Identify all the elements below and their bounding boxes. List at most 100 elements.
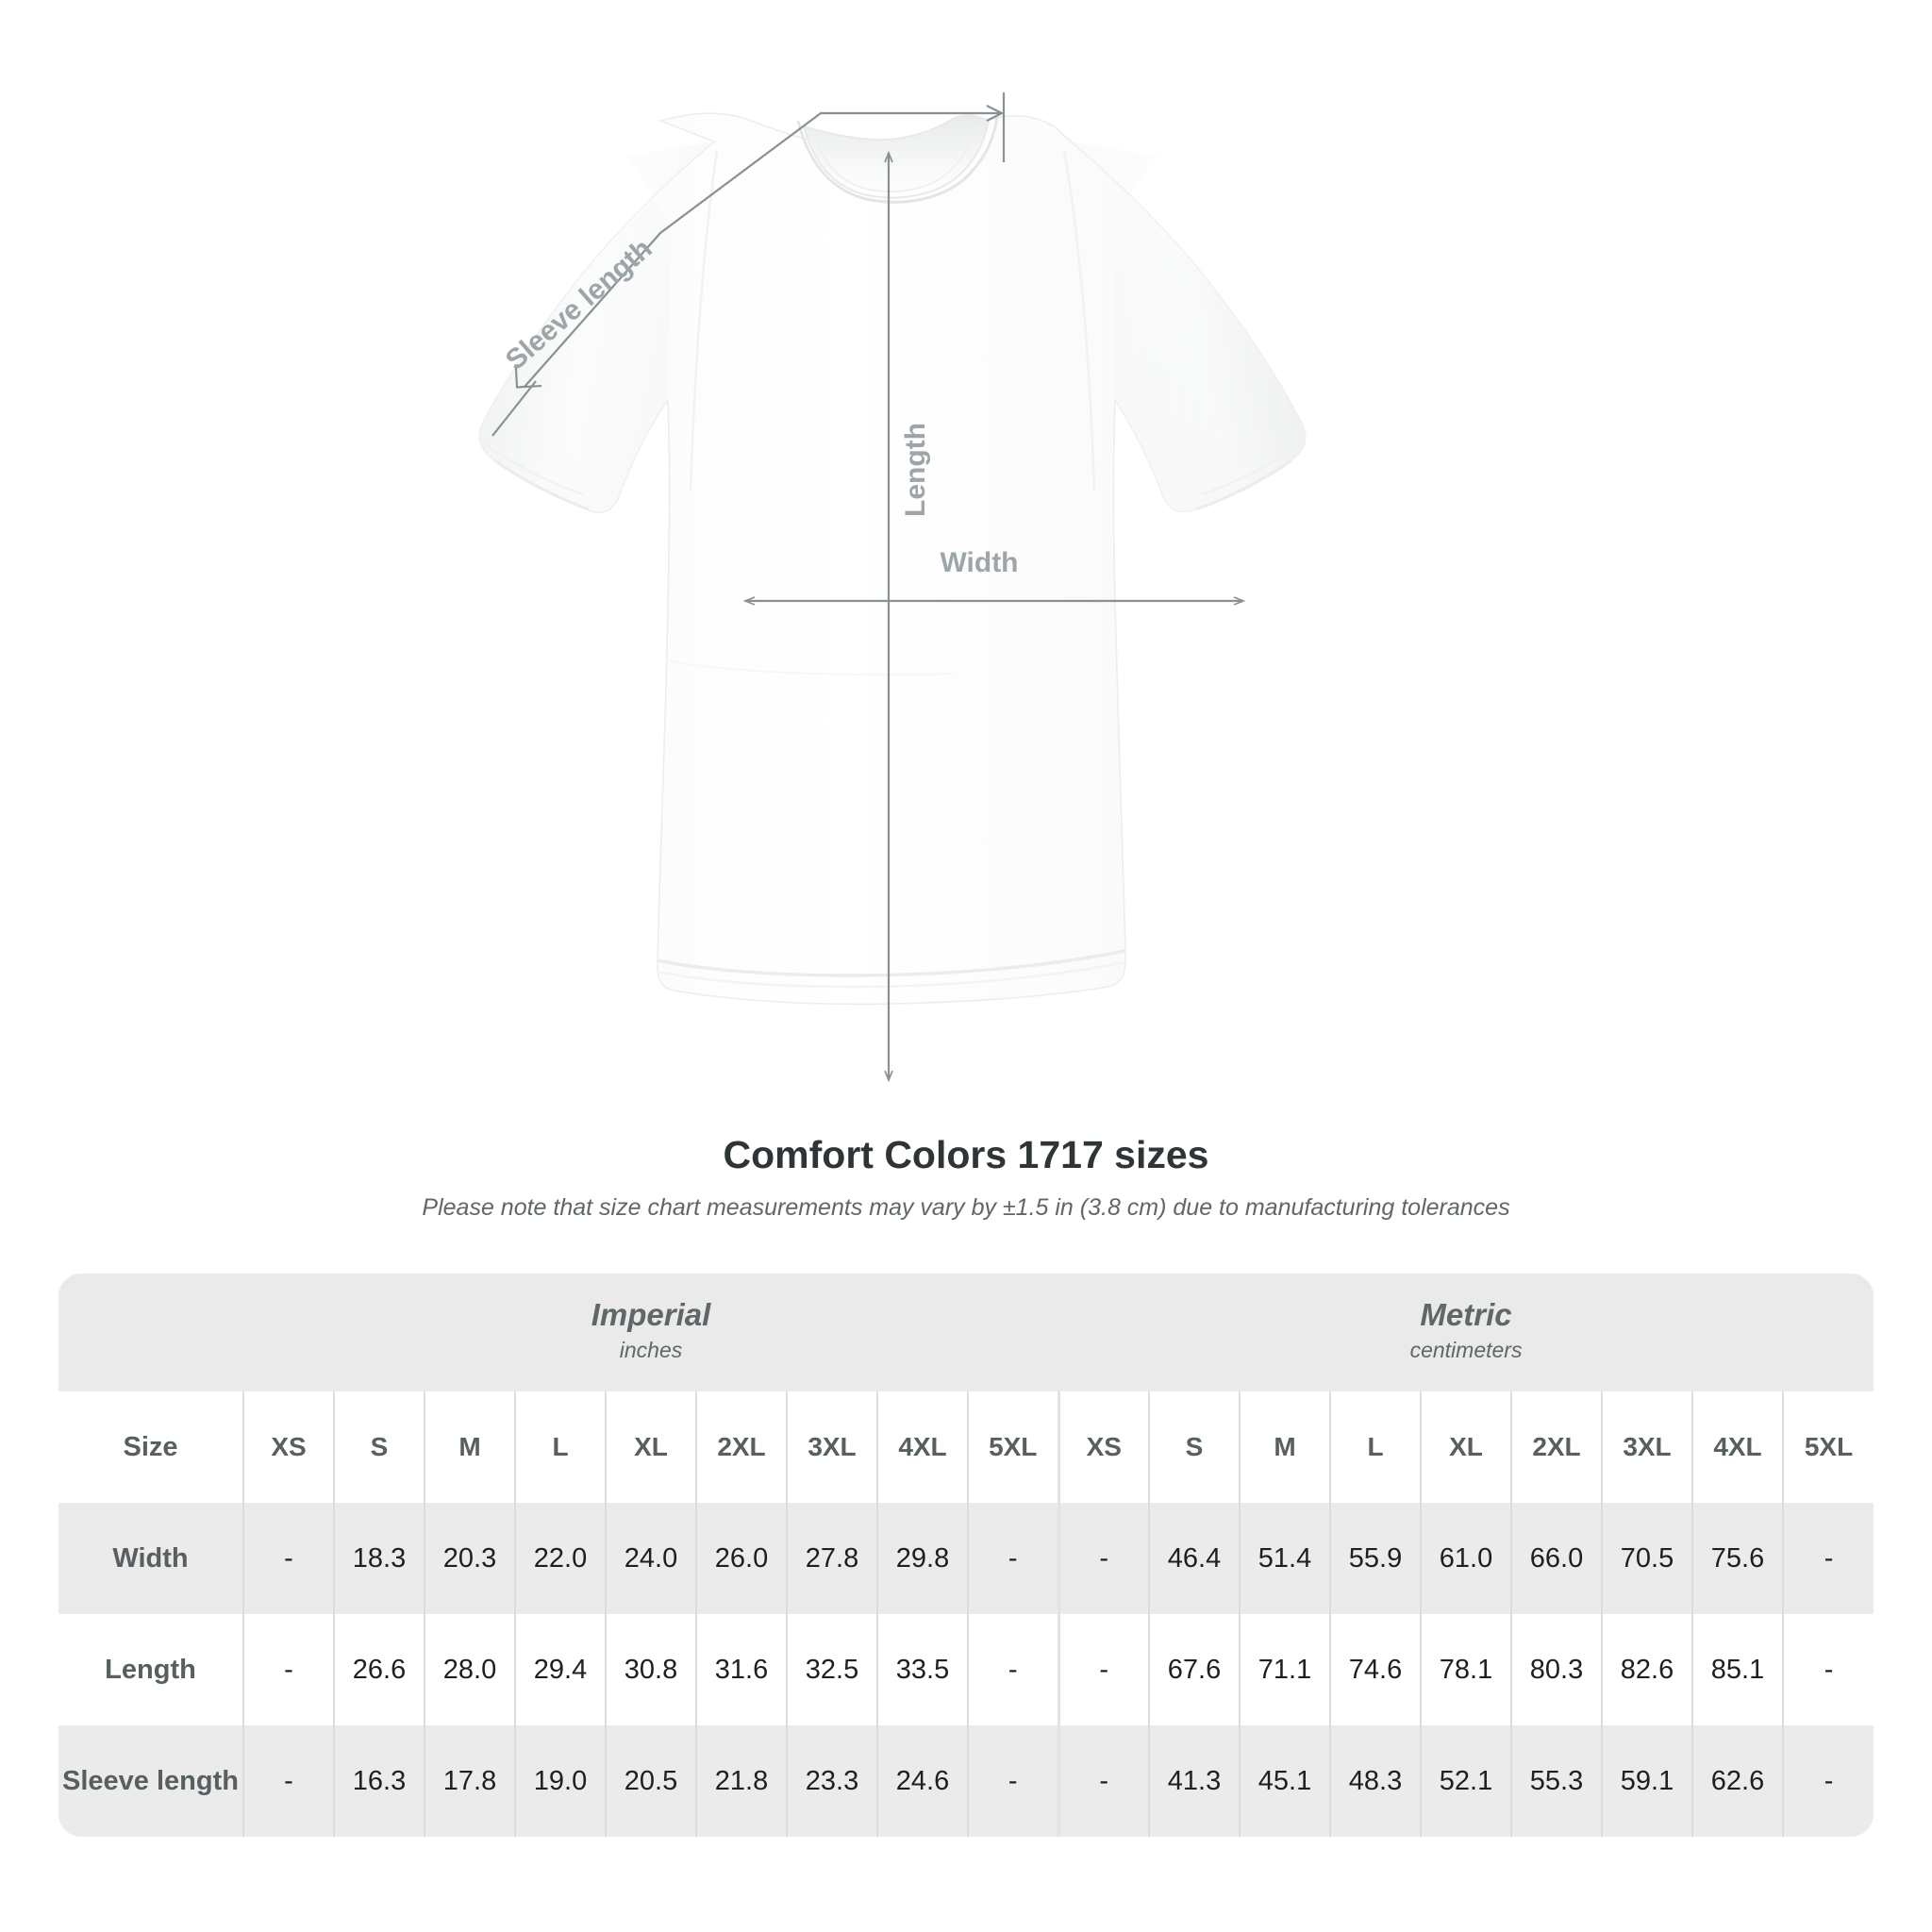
table-cell: 23.3 <box>786 1725 877 1837</box>
unit-header-metric: Metric centimeters <box>1058 1274 1874 1391</box>
table-cell: 55.3 <box>1510 1725 1602 1837</box>
size-header-label: Size <box>58 1391 243 1503</box>
size-header-cell: M <box>1239 1391 1330 1503</box>
tshirt-illustration: Length Width Sleeve length <box>478 92 1307 1083</box>
table-cell: 59.1 <box>1601 1725 1692 1837</box>
table-cell: 71.1 <box>1239 1614 1330 1725</box>
table-cell: - <box>1057 1614 1149 1725</box>
size-header-cell: M <box>424 1391 515 1503</box>
table-cell: 33.5 <box>876 1614 968 1725</box>
table-cell: 80.3 <box>1510 1614 1602 1725</box>
table-cell: 70.5 <box>1601 1503 1692 1614</box>
table-cell: - <box>967 1503 1058 1614</box>
table-cell: 74.6 <box>1329 1614 1421 1725</box>
table-cell: 78.1 <box>1420 1614 1511 1725</box>
table-cell: 52.1 <box>1420 1725 1511 1837</box>
size-header-cell: S <box>333 1391 425 1503</box>
tshirt-diagram: Length Width Sleeve length <box>478 92 1307 1083</box>
size-header-cell: 3XL <box>786 1391 877 1503</box>
table-cell: 29.8 <box>876 1503 968 1614</box>
size-header-cell: XS <box>1057 1391 1149 1503</box>
table-cell: 48.3 <box>1329 1725 1421 1837</box>
size-header-cell: 3XL <box>1601 1391 1692 1503</box>
table-cell: 20.5 <box>605 1725 696 1837</box>
table-cell: 41.3 <box>1148 1725 1240 1837</box>
shirt-shape <box>478 112 1307 1006</box>
table-cell: 16.3 <box>333 1725 425 1837</box>
row-label: Length <box>58 1614 243 1725</box>
size-header-row: Size XS S M L XL 2XL 3XL 4XL 5XL XS S M L XL 2XL 3XL 4XL 5… <box>58 1391 1874 1503</box>
size-header-cell: XL <box>605 1391 696 1503</box>
title-block: Comfort Colors 1717 sizes Please note th… <box>0 1132 1932 1222</box>
size-chart-table: Imperial inches Metric centimeters Size XS S M L… <box>58 1274 1874 1837</box>
table-cell: 61.0 <box>1420 1503 1511 1614</box>
size-header-cell: XL <box>1420 1391 1511 1503</box>
unit-header-blank <box>58 1274 243 1391</box>
unit-header-row: Imperial inches Metric centimeters <box>58 1274 1874 1391</box>
table-cell: 82.6 <box>1601 1614 1692 1725</box>
page-subtitle: Please note that size chart measurements… <box>422 1194 1510 1222</box>
table-cell: 66.0 <box>1510 1503 1602 1614</box>
table-cell: - <box>242 1614 334 1725</box>
table-cell: 19.0 <box>514 1725 606 1837</box>
size-header-cell: 5XL <box>967 1391 1058 1503</box>
row-label: Sleeve length <box>58 1725 243 1837</box>
table-cell: 18.3 <box>333 1503 425 1614</box>
size-header-cell: 2XL <box>695 1391 787 1503</box>
table-cell: 62.6 <box>1691 1725 1783 1837</box>
table-cell: 45.1 <box>1239 1725 1330 1837</box>
table-cell: - <box>967 1614 1058 1725</box>
table-cell: 28.0 <box>424 1614 515 1725</box>
table-cell: 17.8 <box>424 1725 515 1837</box>
unit-name: Imperial <box>591 1297 711 1333</box>
width-label: Width <box>940 547 1018 578</box>
table-cell: - <box>1781 1725 1874 1837</box>
unit-header-imperial: Imperial inches <box>243 1274 1058 1391</box>
sleeve-bottom-arrowhead <box>514 364 542 389</box>
size-header-cell: 2XL <box>1510 1391 1602 1503</box>
sleeve-length-leader <box>524 111 1002 388</box>
table-cell: 21.8 <box>695 1725 787 1837</box>
size-header-cell: S <box>1148 1391 1240 1503</box>
table-cell: 32.5 <box>786 1614 877 1725</box>
table-cell: 30.8 <box>605 1614 696 1725</box>
sleeve-top-arrowhead <box>986 105 1005 122</box>
table-cell: 29.4 <box>514 1614 606 1725</box>
size-header-cell: 5XL <box>1781 1391 1874 1503</box>
size-header-cell: L <box>1329 1391 1421 1503</box>
table-cell: 26.0 <box>695 1503 787 1614</box>
table-cell: - <box>1057 1725 1149 1837</box>
table-cell: 27.8 <box>786 1503 877 1614</box>
table-cell: 20.3 <box>424 1503 515 1614</box>
table-cell: - <box>1781 1503 1874 1614</box>
table-cell: - <box>967 1725 1058 1837</box>
table-cell: - <box>1057 1503 1149 1614</box>
length-label: Length <box>900 423 931 517</box>
unit-name: Metric <box>1420 1297 1512 1333</box>
table-cell: - <box>242 1503 334 1614</box>
table-cell: 51.4 <box>1239 1503 1330 1614</box>
table-cell: 46.4 <box>1148 1503 1240 1614</box>
sleeve-bottom-tick <box>491 380 537 437</box>
size-header-cell: XS <box>242 1391 334 1503</box>
page-title: Comfort Colors 1717 sizes <box>723 1133 1209 1176</box>
table-row: Sleeve length - 16.3 17.8 19.0 20.5 21.8 23.3 24… <box>58 1725 1874 1837</box>
table-cell: 24.6 <box>876 1725 968 1837</box>
table-cell: 67.6 <box>1148 1614 1240 1725</box>
row-label: Width <box>58 1503 243 1614</box>
size-header-cell: 4XL <box>876 1391 968 1503</box>
size-chart-table-wrap: Imperial inches Metric centimeters Size XS S M L… <box>58 1274 1874 1837</box>
size-header-cell: L <box>514 1391 606 1503</box>
table-cell: 31.6 <box>695 1614 787 1725</box>
table-cell: 55.9 <box>1329 1503 1421 1614</box>
unit-sub: centimeters <box>1409 1338 1523 1363</box>
table-cell: 26.6 <box>333 1614 425 1725</box>
size-header-cell: 4XL <box>1691 1391 1783 1503</box>
table-row: Length -26.6 28.0 29.4 30.8 31.6 32.5 33.5- -67.… <box>58 1614 1874 1725</box>
table-cell: 24.0 <box>605 1503 696 1614</box>
measurement-lines <box>491 92 1246 1083</box>
unit-sub: inches <box>619 1338 683 1363</box>
table-cell: 75.6 <box>1691 1503 1783 1614</box>
table-cell: 22.0 <box>514 1503 606 1614</box>
table-cell: 85.1 <box>1691 1614 1783 1725</box>
